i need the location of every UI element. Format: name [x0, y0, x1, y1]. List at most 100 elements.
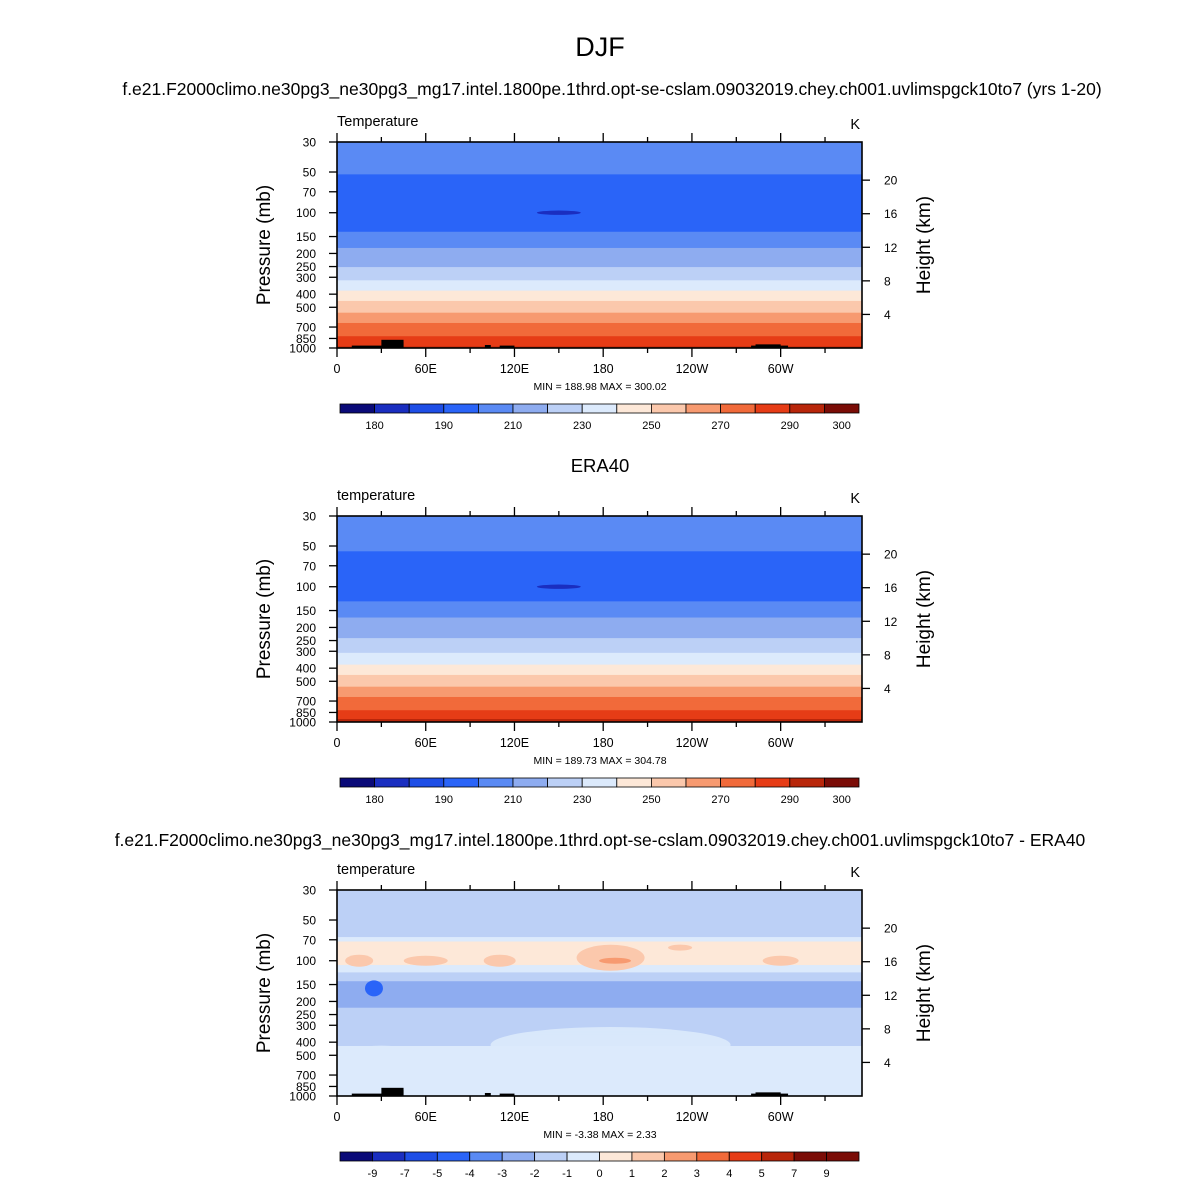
y-tick-label: 1000	[289, 716, 316, 730]
contour-band	[337, 993, 862, 996]
contour-band	[337, 629, 862, 632]
contour-band	[337, 264, 862, 267]
contour-band	[337, 635, 862, 638]
contour-band	[337, 904, 862, 907]
contour-band	[337, 303, 862, 306]
contour-band	[337, 646, 862, 650]
topography	[755, 344, 781, 348]
contour-band	[337, 167, 862, 170]
colorbar-swatch	[651, 777, 687, 788]
colorbar-swatch	[404, 1151, 438, 1162]
contour-band	[337, 679, 862, 682]
contour-band	[337, 1088, 862, 1091]
y-tick-label: 850	[296, 332, 316, 346]
colorbar-swatch	[581, 403, 618, 414]
contour-band	[337, 1006, 862, 1009]
contour-band	[337, 267, 862, 270]
contour-band	[337, 262, 862, 265]
colorbar-swatch	[696, 1151, 730, 1162]
contour-band	[337, 589, 862, 592]
colorbar-swatch	[339, 1151, 373, 1162]
contour-band	[337, 568, 862, 572]
contour-band	[337, 641, 862, 644]
contour-band	[337, 224, 862, 227]
contour-band	[337, 616, 862, 619]
contour-band	[337, 271, 862, 274]
colorbar-swatch	[720, 403, 756, 414]
contour-band	[337, 1070, 862, 1074]
contour-band	[337, 903, 862, 906]
x-tick-label: 60E	[415, 1110, 437, 1124]
colorbar-label: 300	[833, 794, 851, 806]
contour-band	[337, 1019, 862, 1022]
units-label: K	[850, 491, 860, 507]
min-max-text: MIN = 189.73 MAX = 304.78	[533, 755, 666, 767]
y-tick-label: 300	[296, 1019, 316, 1033]
y-tick-label: 30	[303, 510, 317, 524]
colorbar-swatch	[501, 1151, 536, 1162]
contour-band	[337, 931, 862, 934]
contour-band	[337, 314, 862, 317]
colorbar-label: 3	[694, 1168, 700, 1180]
contour-band	[337, 1010, 862, 1013]
contour-band	[337, 699, 862, 702]
contour-band	[337, 253, 862, 256]
contour-band	[337, 1090, 862, 1093]
colorbar-swatch	[339, 777, 375, 788]
contour-band	[337, 545, 862, 548]
contour-band	[337, 189, 862, 192]
contour-band	[337, 985, 862, 988]
contour-band	[337, 696, 862, 700]
warm-anomaly	[668, 944, 693, 951]
contour-band	[337, 150, 862, 153]
contour-band	[337, 199, 862, 202]
contour-band	[337, 297, 862, 301]
contour-band	[337, 299, 862, 302]
colorbar-swatch	[469, 1151, 503, 1162]
contour-band	[337, 159, 862, 162]
warm-anomaly	[483, 954, 516, 967]
contour-band	[337, 520, 862, 523]
contour-band	[337, 670, 862, 673]
contour-band	[337, 651, 862, 654]
contour-band	[337, 228, 862, 231]
contour-band	[337, 592, 862, 595]
colorbar-swatch	[616, 777, 652, 788]
colorbar-label: 210	[504, 420, 522, 432]
y-tick-label: 70	[303, 933, 317, 947]
contour-band	[337, 259, 862, 262]
contour-band	[337, 917, 862, 921]
contour-band	[337, 982, 862, 985]
y-tick-label: 200	[296, 247, 316, 261]
y-tick-label: 250	[296, 634, 316, 648]
colorbar-label: -3	[497, 1168, 507, 1180]
contour-band	[337, 564, 862, 567]
x-tick-label: 0	[334, 1110, 341, 1124]
contour-band	[337, 604, 862, 607]
obs-panel: temperature K3050701001502002503004005007…	[254, 488, 935, 767]
colorbar-label: 250	[642, 794, 660, 806]
obs-colorbar: 180 190 210 230 250 270 290 300	[339, 777, 860, 806]
contour-band	[337, 910, 862, 913]
weak-anomaly	[490, 1027, 731, 1064]
contour-band	[337, 243, 862, 246]
contour-band	[337, 322, 862, 326]
contour-band	[337, 560, 862, 563]
contour-band	[337, 165, 862, 168]
contour-band	[337, 300, 862, 303]
contour-band	[337, 566, 862, 569]
contour-band	[337, 900, 862, 903]
colorbar-label: 230	[573, 794, 591, 806]
contour-band	[337, 227, 862, 230]
contour-field	[337, 142, 862, 348]
contour-band	[337, 290, 862, 293]
contour-band	[337, 642, 862, 645]
colorbar-label: 230	[573, 420, 591, 432]
contour-band	[337, 1085, 862, 1088]
contour-band	[337, 539, 862, 542]
contour-band	[337, 660, 862, 663]
contour-band	[337, 1022, 862, 1025]
contour-band	[337, 549, 862, 552]
contour-band	[337, 909, 862, 912]
contour-band	[337, 713, 862, 716]
